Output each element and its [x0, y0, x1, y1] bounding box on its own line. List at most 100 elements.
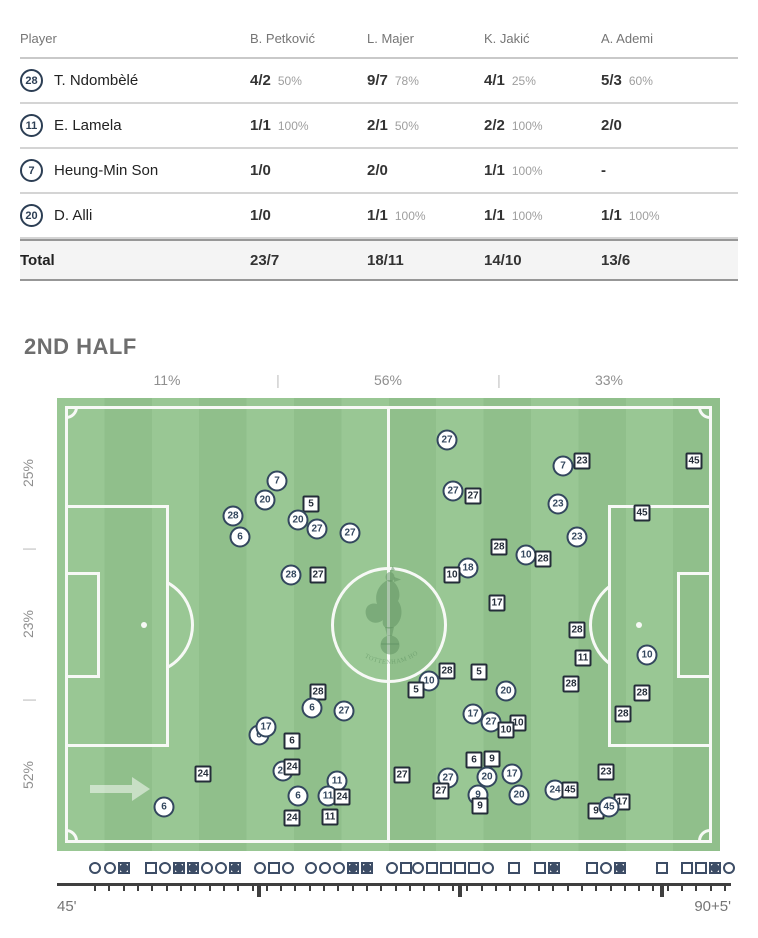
timeline-event-circle-icon[interactable]: [159, 862, 171, 874]
timeline-event-square-icon[interactable]: [426, 862, 438, 874]
timeline-event-duel-pair-icon[interactable]: [118, 862, 130, 874]
timeline-event-duel-pair-icon[interactable]: [361, 862, 373, 874]
duel-marker-circle-10[interactable]: 10: [515, 544, 537, 566]
duel-marker-square-24[interactable]: 24: [283, 809, 301, 827]
timeline-event-square-icon[interactable]: [268, 862, 280, 874]
timeline-event-duel-pair-icon[interactable]: [347, 862, 359, 874]
duel-marker-square-23[interactable]: 23: [573, 452, 591, 470]
timeline-event-duel-pair-icon[interactable]: [173, 862, 185, 874]
timeline-event-circle-icon[interactable]: [412, 862, 424, 874]
duel-marker-square-27[interactable]: 27: [464, 487, 482, 505]
timeline-event-duel-pair-icon[interactable]: [187, 862, 199, 874]
duel-marker-circle-6[interactable]: 6: [301, 697, 323, 719]
duel-marker-circle-24[interactable]: 24: [544, 779, 566, 801]
timeline-event-square-icon[interactable]: [468, 862, 480, 874]
duel-marker-square-28[interactable]: 28: [562, 675, 580, 693]
duel-marker-square-9[interactable]: 9: [471, 797, 489, 815]
duel-marker-circle-23[interactable]: 23: [566, 526, 588, 548]
duel-marker-circle-7[interactable]: 7: [266, 470, 288, 492]
timeline-event-circle-icon[interactable]: [305, 862, 317, 874]
duel-marker-circle-27[interactable]: 27: [339, 522, 361, 544]
duel-marker-square-11[interactable]: 11: [321, 808, 339, 826]
duel-marker-circle-20[interactable]: 20: [476, 766, 498, 788]
duel-marker-circle-18[interactable]: 18: [457, 557, 479, 579]
duel-marker-circle-27[interactable]: 27: [436, 429, 458, 451]
timeline-event-circle-icon[interactable]: [254, 862, 266, 874]
duel-marker-square-6[interactable]: 6: [283, 732, 301, 750]
duel-marker-circle-17[interactable]: 17: [255, 716, 277, 738]
duel-marker-square-10[interactable]: 10: [443, 566, 461, 584]
timeline-event-duel-pair-icon[interactable]: [548, 862, 560, 874]
duel-marker-square-5[interactable]: 5: [407, 681, 425, 699]
timeline-event-square-icon[interactable]: [656, 862, 668, 874]
duel-marker-circle-45[interactable]: 45: [598, 796, 620, 818]
timeline-event-square-icon[interactable]: [400, 862, 412, 874]
duel-marker-square-27[interactable]: 27: [432, 782, 450, 800]
timeline-event-square-icon[interactable]: [145, 862, 157, 874]
timeline-event-circle-icon[interactable]: [104, 862, 116, 874]
duel-marker-square-27[interactable]: 27: [309, 566, 327, 584]
duel-marker-square-23[interactable]: 23: [597, 763, 615, 781]
duel-marker-square-28[interactable]: 28: [633, 684, 651, 702]
timeline-event-square-icon[interactable]: [440, 862, 452, 874]
timeline-event-circle-icon[interactable]: [89, 862, 101, 874]
timeline-event-circle-icon[interactable]: [723, 862, 735, 874]
corner-arc-top-left: [66, 407, 78, 419]
timeline-event-duel-pair-icon[interactable]: [614, 862, 626, 874]
duel-marker-square-24[interactable]: 24: [194, 765, 212, 783]
timeline-event-duel-pair-icon[interactable]: [229, 862, 241, 874]
duel-marker-square-17[interactable]: 17: [488, 594, 506, 612]
duel-marker-square-28[interactable]: 28: [438, 662, 456, 680]
duel-marker-circle-10[interactable]: 10: [636, 644, 658, 666]
duel-marker-circle-28[interactable]: 28: [222, 505, 244, 527]
duel-marker-circle-27[interactable]: 27: [333, 700, 355, 722]
duel-marker-circle-17[interactable]: 17: [501, 763, 523, 785]
timeline-event-square-icon[interactable]: [586, 862, 598, 874]
timeline-event-circle-icon[interactable]: [482, 862, 494, 874]
duel-marker-circle-28[interactable]: 28: [280, 564, 302, 586]
duel-marker-circle-6[interactable]: 6: [287, 785, 309, 807]
timeline-event-circle-icon[interactable]: [319, 862, 331, 874]
timeline-event-circle-icon[interactable]: [600, 862, 612, 874]
duel-marker-square-10[interactable]: 10: [497, 721, 515, 739]
axis-tick: [151, 883, 154, 891]
duel-marker-square-45[interactable]: 45: [685, 452, 703, 470]
duel-marker-square-28[interactable]: 28: [614, 705, 632, 723]
duel-marker-square-6[interactable]: 6: [465, 751, 483, 769]
duel-marker-square-24[interactable]: 24: [283, 758, 301, 776]
timeline-event-circle-icon[interactable]: [215, 862, 227, 874]
duel-marker-circle-20[interactable]: 20: [495, 680, 517, 702]
duel-marker-square-28[interactable]: 28: [534, 550, 552, 568]
duel-marker-circle-6[interactable]: 6: [153, 796, 175, 818]
duel-marker-circle-6[interactable]: 6: [229, 526, 251, 548]
duel-marker-square-28[interactable]: 28: [490, 538, 508, 556]
duel-marker-circle-20[interactable]: 20: [287, 509, 309, 531]
timeline-event-square-icon[interactable]: [454, 862, 466, 874]
axis-tick: [366, 883, 369, 891]
duel-marker-circle-27[interactable]: 27: [442, 480, 464, 502]
duel-marker-circle-23[interactable]: 23: [547, 493, 569, 515]
axis-tick: [523, 883, 526, 891]
duel-marker-circle-7[interactable]: 7: [552, 455, 574, 477]
timeline-event-circle-icon[interactable]: [386, 862, 398, 874]
duel-marker-square-24[interactable]: 24: [333, 788, 351, 806]
duel-marker-square-11[interactable]: 11: [574, 649, 592, 667]
duel-marker-square-5[interactable]: 5: [302, 495, 320, 513]
duel-marker-circle-20[interactable]: 20: [254, 489, 276, 511]
duel-marker-square-27[interactable]: 27: [393, 766, 411, 784]
timeline-event-square-icon[interactable]: [695, 862, 707, 874]
duel-marker-square-9[interactable]: 9: [483, 750, 501, 768]
timeline-event-duel-pair-icon[interactable]: [709, 862, 721, 874]
duel-marker-square-45[interactable]: 45: [633, 504, 651, 522]
duel-marker-circle-27[interactable]: 27: [306, 518, 328, 540]
timeline-event-square-icon[interactable]: [508, 862, 520, 874]
timeline-event-circle-icon[interactable]: [201, 862, 213, 874]
duel-marker-square-28[interactable]: 28: [568, 621, 586, 639]
timeline-event-square-icon[interactable]: [534, 862, 546, 874]
duel-marker-circle-20[interactable]: 20: [508, 784, 530, 806]
timeline-event-circle-icon[interactable]: [333, 862, 345, 874]
duel-marker-square-5[interactable]: 5: [470, 663, 488, 681]
timeline-event-circle-icon[interactable]: [282, 862, 294, 874]
duel-marker-square-45[interactable]: 45: [561, 781, 579, 799]
timeline-event-square-icon[interactable]: [681, 862, 693, 874]
